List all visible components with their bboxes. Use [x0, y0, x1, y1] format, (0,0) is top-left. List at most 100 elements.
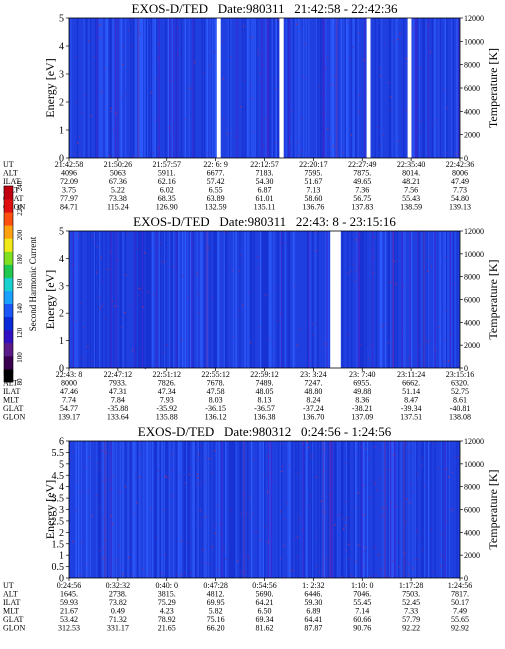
table-cell: -35.88: [108, 404, 129, 413]
spectrogram-speckle: [121, 565, 123, 567]
spectrogram-speckle: [259, 72, 261, 74]
spectrogram-speckle: [307, 447, 310, 449]
spectrogram-speckle: [455, 153, 457, 155]
spectrogram-stripe: [100, 441, 102, 578]
colorbar-segment: [4, 212, 13, 226]
spectrogram-stripe: [156, 231, 158, 368]
spectrogram-speckle: [291, 110, 293, 112]
spectrogram-speckle: [247, 554, 249, 556]
spectrogram-speckle: [197, 294, 199, 296]
spectrogram-speckle: [151, 508, 153, 510]
spectrogram-stripe: [417, 231, 419, 368]
table-cell: 54.77: [60, 404, 78, 413]
data-gap: [330, 231, 341, 368]
spectrogram-speckle: [108, 155, 111, 157]
spectrogram-speckle: [458, 456, 460, 458]
spectrogram-speckle: [409, 501, 411, 504]
spectrogram-speckle: [252, 98, 254, 100]
spectrogram-stripe: [434, 18, 436, 158]
y2-tick-label: 6000: [464, 506, 480, 515]
spectrogram-stripe: [161, 441, 163, 578]
spectrogram-stripe: [345, 18, 348, 158]
spectrogram-stripe: [223, 231, 225, 368]
spectrogram-speckle: [121, 326, 123, 328]
spectrogram-speckle: [290, 569, 292, 571]
spectrogram-speckle: [249, 497, 252, 499]
spectrogram-stripe: [287, 231, 289, 368]
spectrogram-speckle: [267, 455, 269, 457]
spectrogram-speckle: [351, 134, 353, 136]
y2-tick-label: 0: [464, 154, 468, 163]
spectrogram-speckle: [261, 95, 263, 97]
spectrogram-stripe: [260, 441, 262, 578]
spectrogram-stripe: [362, 231, 365, 368]
spectrogram-speckle: [298, 517, 300, 519]
spectrogram-speckle: [363, 551, 365, 553]
spectrogram-speckle: [139, 348, 141, 350]
spectrogram-speckle: [453, 508, 455, 510]
table-cell: 7.49: [453, 607, 467, 616]
spectrogram-speckle: [144, 252, 146, 254]
spectrogram-stripe: [110, 18, 112, 158]
spectrogram-stripe: [247, 18, 249, 158]
spectrogram-speckle: [156, 78, 158, 80]
spectrogram-stripe: [173, 18, 175, 158]
spectrogram-speckle: [322, 111, 324, 113]
spectrogram-stripe: [75, 231, 77, 368]
spectrogram-stripe: [96, 441, 98, 578]
spectrogram-speckle: [121, 97, 123, 99]
spectrogram-stripe: [176, 18, 179, 158]
table-cell: 0:54:56: [252, 581, 276, 590]
spectrogram-speckle: [73, 152, 75, 154]
spectrogram-stripe: [433, 231, 435, 368]
table-cell: 47.49: [451, 177, 469, 186]
spectrogram-stripe: [187, 441, 189, 578]
spectrogram-speckle: [114, 559, 116, 561]
spectrogram-speckle: [233, 336, 235, 338]
y2-axis-label: Temperature [K]: [486, 48, 500, 128]
spectrogram-stripe: [360, 441, 362, 578]
spectrogram-stripe: [139, 441, 141, 578]
table-cell: -38.21: [352, 404, 373, 413]
spectrogram-stripe: [353, 18, 355, 158]
spectrogram-speckle: [363, 59, 365, 61]
table-cell: 139.13: [449, 203, 471, 212]
spectrogram-stripe: [75, 441, 77, 578]
spectrogram-speckle: [104, 68, 106, 70]
spectrogram-speckle: [99, 24, 101, 26]
spectrogram-stripe: [209, 231, 211, 368]
spectrogram-stripe: [304, 441, 306, 578]
spectrogram-speckle: [311, 323, 313, 325]
panel-1: EXOS-D/TED Date:980311 21:42:58 - 22:42:…: [3, 1, 500, 212]
spectrogram-speckle: [170, 80, 172, 82]
spectrogram-speckle: [240, 571, 242, 573]
spectrogram-speckle: [446, 106, 448, 109]
spectrogram-stripe: [317, 441, 319, 578]
table-cell: 73.82: [109, 598, 127, 607]
spectrogram-stripe: [291, 441, 293, 578]
spectrogram-speckle: [274, 79, 276, 81]
spectrogram-stripe: [205, 441, 207, 578]
chart-title: EXOS-D/TED Date:980311 22:43: 8 - 23:15:…: [133, 214, 396, 229]
spectrogram-stripe: [248, 231, 250, 368]
spectrogram-stripe: [382, 441, 384, 578]
spectrogram-speckle: [172, 453, 174, 455]
colorbar-frame: [3, 185, 14, 383]
spectrogram-speckle: [358, 111, 360, 113]
spectrogram-speckle: [281, 470, 283, 472]
spectrogram-stripe: [358, 231, 361, 368]
spectrogram-speckle: [100, 257, 102, 259]
table-cell: 22:12:57: [250, 160, 278, 169]
spectrogram-speckle: [151, 92, 153, 94]
y-tick-label: 5: [59, 459, 64, 470]
y-tick-label: 2: [59, 309, 64, 320]
spectrogram-stripe: [392, 231, 394, 368]
spectrogram-stripe: [264, 231, 266, 368]
spectrogram-stripe: [361, 231, 363, 368]
spectrogram-speckle: [419, 345, 421, 347]
spectrogram-stripe: [80, 441, 82, 578]
spectrogram-stripe: [366, 441, 368, 578]
spectrogram-speckle: [181, 574, 183, 576]
spectrogram-speckle: [425, 340, 427, 342]
spectrogram-stripe: [148, 231, 150, 368]
